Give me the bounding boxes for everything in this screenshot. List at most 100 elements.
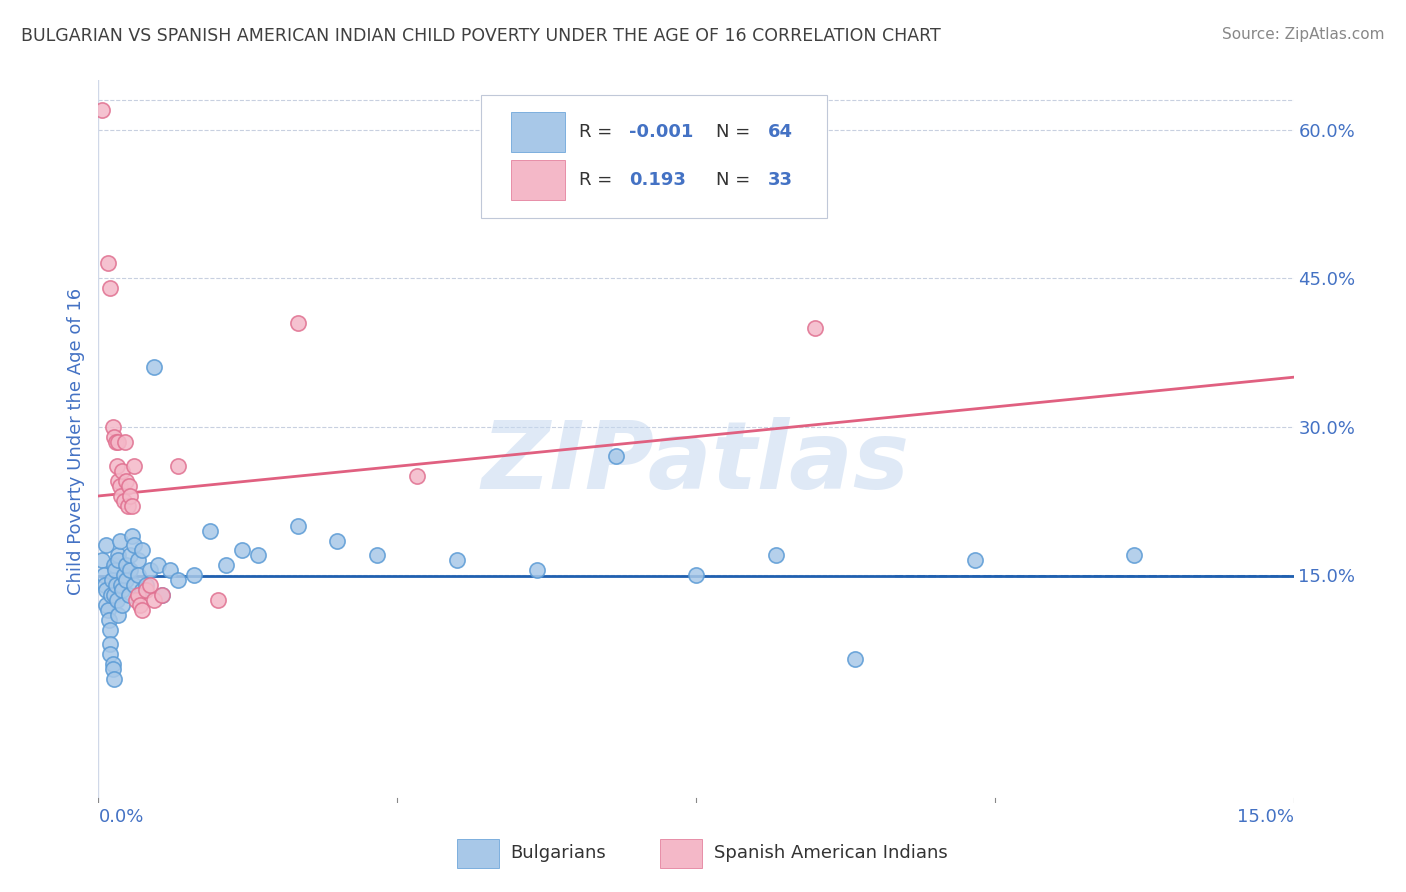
Point [112, 494, 135, 508]
Point [844, 652, 866, 666]
Point [207, 593, 229, 607]
Point [124, 459, 146, 474]
Point [231, 543, 253, 558]
Text: Spanish American Indians: Spanish American Indians [714, 845, 948, 863]
Text: 15.0%: 15.0% [1236, 808, 1294, 826]
Point [105, 459, 128, 474]
Text: ZIPatlas: ZIPatlas [482, 417, 910, 509]
Point [131, 543, 153, 558]
Point [111, 464, 134, 478]
Point [110, 578, 132, 592]
Point [159, 563, 181, 577]
Text: 33: 33 [768, 171, 793, 189]
Point [96, 582, 118, 597]
Text: Source: ZipAtlas.com: Source: ZipAtlas.com [1222, 27, 1385, 42]
Point [103, 429, 125, 443]
Point [115, 573, 138, 587]
Text: 64: 64 [768, 123, 793, 141]
Point [148, 558, 170, 573]
Point [104, 563, 127, 577]
Point [104, 578, 127, 592]
Point [120, 549, 142, 563]
Text: 0.0%: 0.0% [98, 808, 143, 826]
Point [97, 603, 120, 617]
Point [94, 539, 117, 553]
Point [139, 578, 162, 592]
Text: Bulgarians: Bulgarians [510, 845, 606, 863]
Point [246, 549, 269, 563]
Point [107, 549, 129, 563]
Point [287, 518, 309, 533]
Point [103, 672, 125, 686]
Point [97, 256, 120, 270]
Point [120, 489, 142, 503]
Point [107, 434, 129, 449]
Point [104, 434, 127, 449]
Point [108, 479, 131, 493]
Point [98, 637, 122, 651]
Point [446, 553, 468, 567]
Point [108, 533, 131, 548]
Point [135, 578, 157, 592]
Point [143, 360, 166, 375]
Point [98, 281, 122, 295]
Text: BULGARIAN VS SPANISH AMERICAN INDIAN CHILD POVERTY UNDER THE AGE OF 16 CORRELATI: BULGARIAN VS SPANISH AMERICAN INDIAN CHI… [21, 27, 941, 45]
Point [107, 607, 129, 622]
Point [105, 593, 128, 607]
Point [128, 598, 150, 612]
Point [115, 474, 138, 488]
Point [125, 593, 148, 607]
Point [111, 598, 134, 612]
Point [120, 563, 142, 577]
Point [93, 568, 115, 582]
Point [131, 603, 153, 617]
Point [1123, 549, 1146, 563]
Point [167, 459, 190, 474]
Point [526, 563, 548, 577]
Point [963, 553, 986, 567]
Point [114, 434, 136, 449]
Point [107, 474, 129, 488]
Point [366, 549, 388, 563]
Point [124, 539, 146, 553]
Point [215, 558, 238, 573]
Y-axis label: Child Poverty Under the Age of 16: Child Poverty Under the Age of 16 [66, 288, 84, 595]
Point [127, 568, 149, 582]
Point [98, 648, 122, 662]
Text: -0.001: -0.001 [628, 123, 693, 141]
Point [135, 582, 157, 597]
FancyBboxPatch shape [481, 95, 828, 218]
Point [406, 469, 429, 483]
Point [115, 558, 138, 573]
Point [118, 479, 141, 493]
Point [98, 623, 121, 637]
Point [605, 450, 627, 464]
Point [150, 588, 173, 602]
Text: 0.193: 0.193 [628, 171, 686, 189]
Point [121, 528, 143, 542]
Point [110, 489, 132, 503]
Point [91, 103, 114, 117]
Point [103, 588, 125, 602]
Text: N =: N = [716, 123, 756, 141]
Point [111, 582, 134, 597]
Point [117, 499, 139, 513]
Point [101, 573, 124, 587]
Point [804, 320, 827, 334]
Point [118, 588, 141, 602]
Point [103, 558, 125, 573]
Point [287, 316, 309, 330]
Point [131, 582, 153, 597]
Point [124, 578, 146, 592]
Point [127, 588, 149, 602]
Point [112, 568, 135, 582]
Point [121, 499, 143, 513]
Text: N =: N = [716, 171, 756, 189]
FancyBboxPatch shape [510, 161, 565, 200]
Point [685, 568, 707, 582]
Point [101, 657, 124, 672]
Point [127, 553, 149, 567]
Point [143, 593, 166, 607]
Point [765, 549, 787, 563]
Point [97, 613, 120, 627]
